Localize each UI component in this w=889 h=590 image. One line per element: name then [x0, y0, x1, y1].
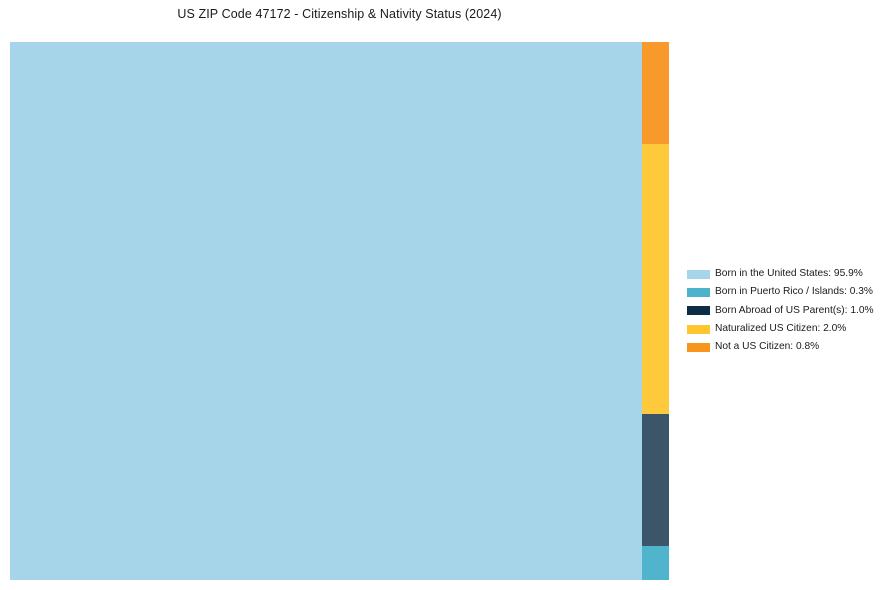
treemap-plot-area	[10, 42, 669, 580]
legend-item-label: Born in Puerto Rico / Islands: 0.3%	[715, 286, 873, 298]
legend-color-swatch-icon	[687, 287, 710, 297]
treemap-tile[interactable]	[642, 414, 669, 546]
legend-color-swatch-icon	[687, 269, 710, 279]
legend-item-label: Naturalized US Citizen: 2.0%	[715, 322, 847, 334]
legend-color-swatch-icon	[687, 306, 710, 316]
legend-item-label: Not a US Citizen: 0.8%	[715, 341, 820, 353]
page-title: US ZIP Code 47172 - Citizenship & Nativi…	[177, 7, 502, 21]
treemap-tile[interactable]	[642, 42, 669, 144]
legend-item[interactable]: Not a US Citizen: 0.8%	[687, 338, 882, 356]
treemap-tile[interactable]	[10, 42, 642, 580]
treemap-tile[interactable]	[642, 546, 669, 580]
legend-color-swatch-icon	[687, 342, 710, 352]
legend-color-swatch-icon	[687, 324, 710, 334]
legend-item[interactable]: Born in the United States: 95.9%	[687, 265, 882, 283]
legend-item[interactable]: Naturalized US Citizen: 2.0%	[687, 320, 882, 338]
legend-item[interactable]: Born Abroad of US Parent(s): 1.0%	[687, 302, 882, 320]
chart-legend: Born in the United States: 95.9% Born in …	[687, 265, 882, 356]
legend-item-label: Born Abroad of US Parent(s): 1.0%	[715, 304, 874, 316]
legend-item-label: Born in the United States: 95.9%	[715, 268, 863, 280]
treemap-tile[interactable]	[642, 144, 669, 414]
legend-item[interactable]: Born in Puerto Rico / Islands: 0.3%	[687, 283, 882, 301]
